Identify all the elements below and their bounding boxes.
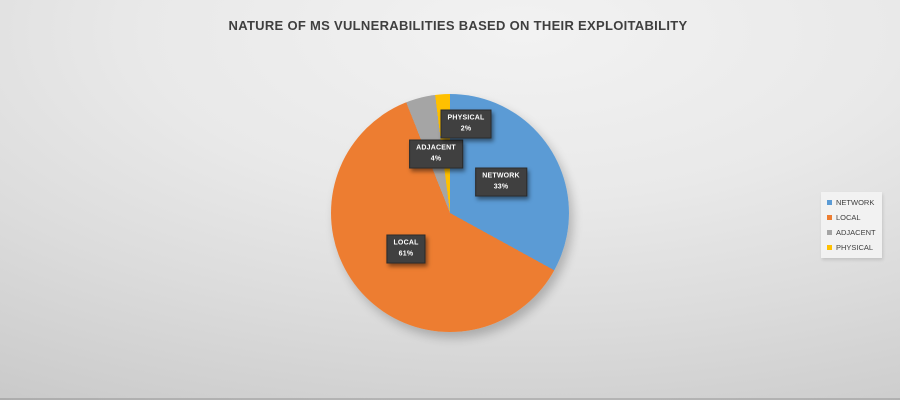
legend-swatch-local-icon [827,215,832,220]
data-label-adjacent[interactable]: ADJACENT 4% [409,139,463,169]
data-label-local-category: LOCAL [393,239,419,247]
legend-item-physical[interactable]: PHYSICAL [827,243,876,252]
data-label-local[interactable]: LOCAL 61% [386,234,426,264]
chart-title: NATURE OF MS VULNERABILITIES BASED ON TH… [228,18,688,33]
legend-swatch-physical-icon [827,245,832,250]
legend-label-local: LOCAL [836,213,861,222]
legend-swatch-network-icon [827,200,832,205]
legend-label-adjacent: ADJACENT [836,228,876,237]
chart-legend: NETWORK LOCAL ADJACENT PHYSICAL [821,192,882,258]
data-label-adjacent-percent: 4% [430,155,442,162]
data-label-physical-percent: 2% [460,125,472,132]
data-label-network-category: NETWORK [482,172,520,180]
data-label-local-percent: 61% [398,250,414,257]
legend-item-local[interactable]: LOCAL [827,213,876,222]
legend-label-network: NETWORK [836,198,875,207]
data-label-network-percent: 33% [493,183,509,190]
legend-item-network[interactable]: NETWORK [827,198,876,207]
legend-item-adjacent[interactable]: ADJACENT [827,228,876,237]
legend-label-physical: PHYSICAL [836,243,874,252]
slide-bottom-edge [0,398,900,400]
data-label-network[interactable]: NETWORK 33% [475,167,527,197]
data-label-physical[interactable]: PHYSICAL 2% [440,109,492,139]
legend-swatch-adjacent-icon [827,230,832,235]
data-label-adjacent-category: ADJACENT [416,144,456,152]
data-label-physical-category: PHYSICAL [447,114,485,122]
